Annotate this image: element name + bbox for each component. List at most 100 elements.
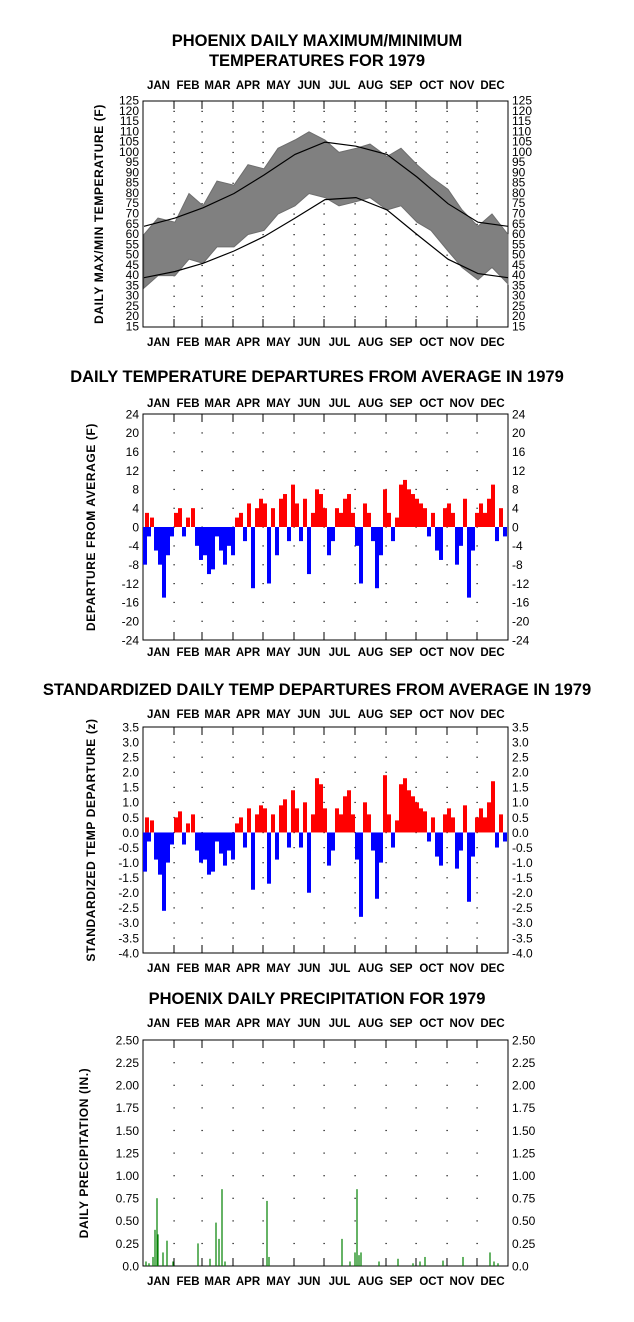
grid-dot [201, 1242, 203, 1245]
bar-mark [341, 1238, 343, 1266]
bar-mark [223, 832, 227, 866]
y-tick-label-left: -4.0 [118, 946, 139, 960]
y-tick-label-right: 95 [512, 155, 526, 169]
bar-mark [147, 527, 151, 537]
grid-dot [385, 151, 387, 154]
bar-mark [419, 808, 423, 833]
grid-dot [323, 1062, 325, 1064]
grid-dot [354, 203, 356, 205]
grid-dot [323, 937, 325, 939]
month-label-bottom: JAN [147, 963, 170, 975]
grid-dot [415, 432, 417, 434]
grid-dot [446, 1107, 448, 1109]
month-label-top: AUG [358, 709, 384, 721]
chart-title: STANDARDIZED DAILY TEMP DEPARTURES FROM … [43, 681, 591, 699]
grid-dot [415, 786, 417, 788]
y-tick-label-right: 110 [512, 124, 531, 138]
y-tick-label-right: -0.5 [512, 841, 533, 855]
grid-dot [262, 121, 264, 123]
grid-dot [201, 771, 203, 773]
bar-mark [423, 811, 427, 833]
grid-dot [293, 432, 295, 434]
grid-dot [262, 1197, 264, 1199]
bar-mark [227, 527, 231, 546]
bar-mark [363, 802, 367, 833]
bar-mark [186, 823, 190, 833]
grid-dot [354, 121, 356, 123]
grid-dot [293, 545, 295, 547]
y-tick-label-left: -1.0 [118, 856, 139, 870]
grid-dot [293, 213, 295, 215]
grid-dot [293, 922, 295, 924]
grid-dot [232, 877, 234, 879]
grid-dot [201, 756, 203, 758]
grid-dot [201, 937, 203, 939]
bar-mark [172, 1261, 174, 1266]
month-label-top: JUL [329, 1018, 351, 1030]
grid-dot [476, 847, 478, 849]
grid-dot [323, 470, 325, 472]
grid-dot [476, 756, 478, 758]
y-tick-label-right: 1.5 [512, 781, 529, 795]
grid-dot [385, 892, 387, 894]
bar-mark [143, 832, 147, 872]
grid-dot [201, 922, 203, 924]
grid-dot [262, 432, 264, 434]
grid-dot [173, 1242, 175, 1245]
grid-dot [293, 254, 295, 256]
y-tick-label-right: 2.5 [512, 751, 529, 765]
grid-dot [201, 816, 203, 819]
grid-dot [232, 771, 234, 773]
grid-dot [201, 1107, 203, 1109]
grid-dot [354, 583, 356, 585]
grid-dot [476, 1242, 478, 1245]
grid-dot [293, 1220, 295, 1222]
y-tick-label-left: 0.5 [122, 811, 139, 825]
grid-dot [173, 172, 175, 174]
grid-dot [293, 121, 295, 123]
month-label-bottom: MAR [204, 963, 231, 975]
y-tick-label-right: 3.0 [512, 735, 529, 749]
grid-dot [201, 507, 203, 509]
grid-dot [232, 862, 234, 864]
month-label-bottom: SEP [389, 647, 412, 659]
grid-dot [446, 305, 448, 308]
grid-dot [354, 756, 356, 758]
month-label-bottom: AUG [358, 1276, 384, 1288]
bar-mark [451, 512, 455, 527]
grid-dot [385, 922, 387, 924]
y-tick-label-right: 12 [512, 464, 526, 478]
grid-dot [262, 526, 264, 528]
grid-dot [262, 254, 264, 256]
grid-dot [173, 1084, 175, 1086]
grid-dot [385, 583, 387, 585]
y-tick-label-right: 0.5 [512, 811, 529, 825]
bar-mark [279, 805, 283, 833]
month-label-top: MAY [266, 398, 291, 410]
grid-dot [354, 110, 356, 112]
bar-mark [207, 527, 211, 575]
bar-mark [358, 1255, 360, 1266]
bar-mark [356, 1189, 358, 1266]
y-tick-label-left: 25 [126, 299, 140, 313]
bar-mark [211, 832, 215, 872]
bar-mark [403, 479, 407, 527]
grid-dot [293, 110, 295, 112]
month-label-bottom: NOV [450, 963, 475, 975]
grid-dot [354, 892, 356, 894]
bar-mark [311, 512, 315, 527]
grid-dot [446, 862, 448, 864]
grid-dot [385, 254, 387, 256]
grid-dot [385, 1062, 387, 1064]
grid-dot [262, 862, 264, 864]
y-tick-label-left: 35 [126, 278, 140, 292]
bar-mark [463, 805, 467, 833]
grid-dot [173, 831, 175, 834]
grid-dot [262, 892, 264, 894]
bar-mark [221, 1189, 223, 1266]
y-tick-label-right: 55 [512, 237, 526, 251]
grid-dot [446, 801, 448, 804]
grid-dot [293, 1084, 295, 1086]
chart-title-line: PHOENIX DAILY MAXIMUM/MINIMUM [172, 32, 463, 50]
month-label-bottom: JAN [147, 1276, 170, 1288]
